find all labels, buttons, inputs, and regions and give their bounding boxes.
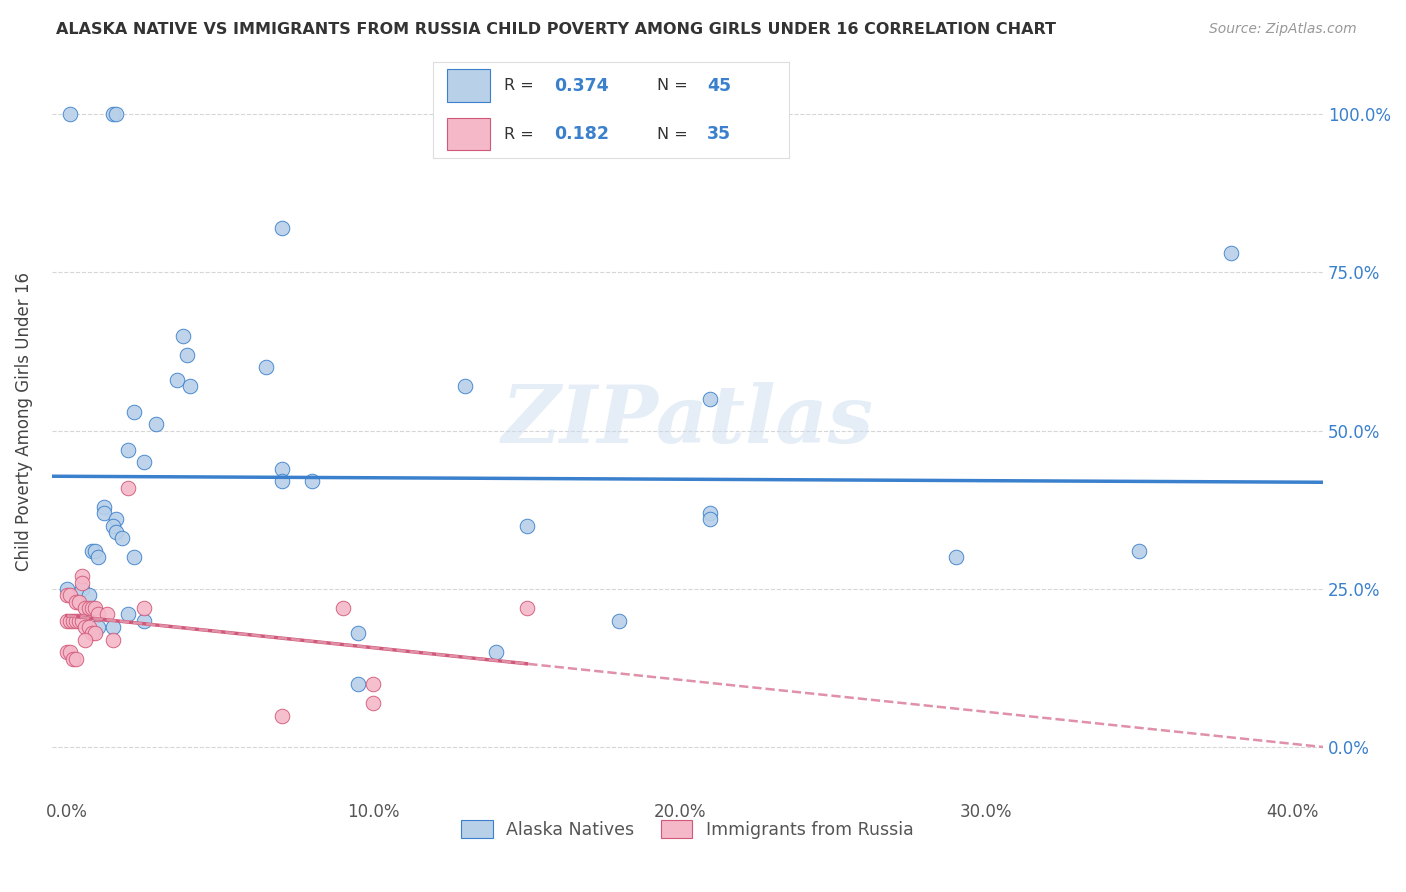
Point	[101, 620, 124, 634]
Point	[56, 588, 79, 602]
Point	[86, 607, 108, 622]
Point	[132, 614, 155, 628]
Point	[454, 379, 477, 393]
Point	[117, 442, 139, 457]
Point	[363, 677, 385, 691]
Point	[270, 475, 292, 489]
Y-axis label: Child Poverty Among Girls Under 16: Child Poverty Among Girls Under 16	[15, 272, 32, 571]
Point	[516, 518, 538, 533]
Point	[699, 506, 721, 520]
Point	[145, 417, 167, 432]
Point	[65, 651, 87, 665]
Point	[270, 221, 292, 235]
Point	[67, 594, 90, 608]
Point	[270, 708, 292, 723]
Point	[72, 582, 94, 596]
Point	[117, 607, 139, 622]
Point	[65, 594, 87, 608]
Point	[56, 582, 79, 596]
Point	[86, 620, 108, 634]
Point	[363, 696, 385, 710]
Point	[75, 620, 97, 634]
Point	[124, 404, 146, 418]
Point	[117, 481, 139, 495]
Point	[62, 651, 84, 665]
Point	[67, 614, 90, 628]
Point	[83, 601, 105, 615]
Point	[59, 645, 82, 659]
Point	[270, 461, 292, 475]
Point	[101, 632, 124, 647]
Point	[75, 601, 97, 615]
Point	[59, 107, 82, 121]
Point	[80, 601, 103, 615]
Point	[945, 550, 967, 565]
Point	[699, 392, 721, 406]
Point	[59, 614, 82, 628]
Point	[86, 550, 108, 565]
Point	[176, 348, 198, 362]
Point	[254, 360, 277, 375]
Point	[77, 620, 100, 634]
Point	[332, 601, 354, 615]
Point	[179, 379, 201, 393]
Point	[72, 569, 94, 583]
Point	[105, 512, 128, 526]
Point	[1128, 544, 1150, 558]
Text: ZIPatlas: ZIPatlas	[502, 383, 873, 460]
Point	[132, 601, 155, 615]
Point	[72, 614, 94, 628]
Point	[132, 455, 155, 469]
Point	[80, 626, 103, 640]
Point	[80, 544, 103, 558]
Point	[301, 475, 323, 489]
Point	[607, 614, 630, 628]
Point	[77, 588, 100, 602]
Point	[56, 614, 79, 628]
Text: Source: ZipAtlas.com: Source: ZipAtlas.com	[1209, 22, 1357, 37]
Point	[56, 645, 79, 659]
Point	[83, 544, 105, 558]
Point	[111, 531, 134, 545]
Point	[101, 518, 124, 533]
Point	[105, 524, 128, 539]
Point	[699, 512, 721, 526]
Legend: Alaska Natives, Immigrants from Russia: Alaska Natives, Immigrants from Russia	[454, 814, 921, 846]
Point	[77, 601, 100, 615]
Point	[105, 107, 128, 121]
Point	[516, 601, 538, 615]
Point	[173, 328, 195, 343]
Text: ALASKA NATIVE VS IMMIGRANTS FROM RUSSIA CHILD POVERTY AMONG GIRLS UNDER 16 CORRE: ALASKA NATIVE VS IMMIGRANTS FROM RUSSIA …	[56, 22, 1056, 37]
Point	[124, 550, 146, 565]
Point	[347, 626, 370, 640]
Point	[101, 107, 124, 121]
Point	[65, 614, 87, 628]
Point	[93, 500, 115, 514]
Point	[166, 373, 188, 387]
Point	[62, 614, 84, 628]
Point	[83, 626, 105, 640]
Point	[96, 607, 118, 622]
Point	[1220, 246, 1243, 260]
Point	[485, 645, 508, 659]
Point	[59, 588, 82, 602]
Point	[72, 575, 94, 590]
Point	[75, 632, 97, 647]
Point	[347, 677, 370, 691]
Point	[93, 506, 115, 520]
